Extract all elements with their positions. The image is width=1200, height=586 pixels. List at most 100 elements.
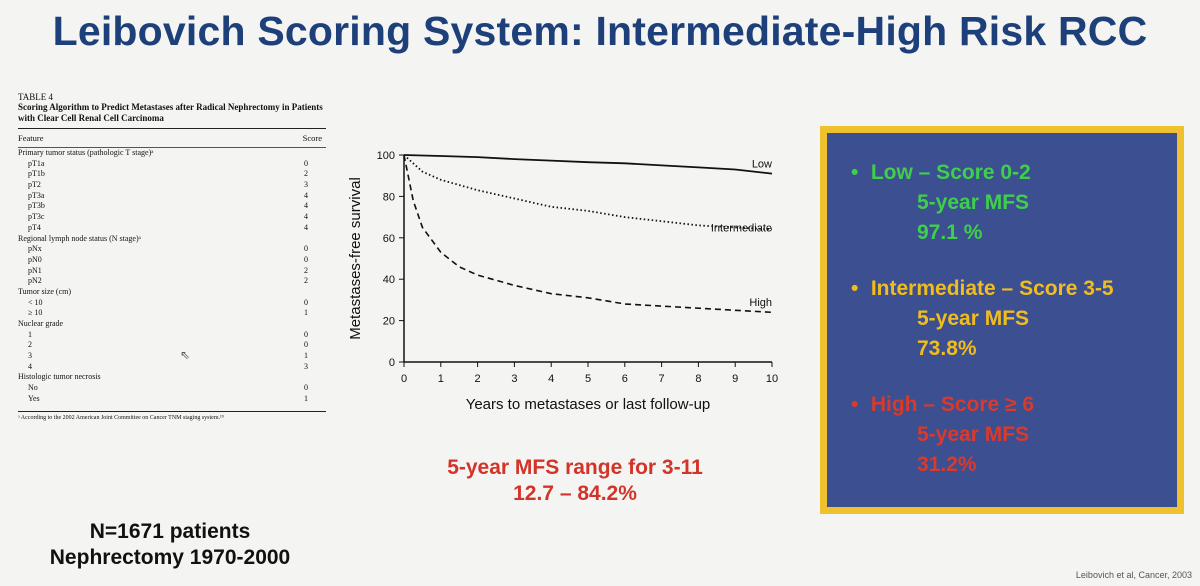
table-header-rule [18, 147, 326, 148]
table-cell-score: 4 [304, 212, 308, 222]
y-tick-label: 40 [383, 274, 395, 286]
table-cell-feature: No [28, 383, 38, 393]
table-row: pT1a 0 [18, 159, 326, 170]
low-risk-label: • Low – Score 0-2 [851, 161, 1031, 184]
table-top-rule [18, 128, 326, 129]
x-tick-label: 7 [659, 373, 665, 385]
x-tick-label: 0 [401, 373, 407, 385]
table-cell-feature: pT3b [28, 201, 45, 211]
table-cell-score: 0 [304, 158, 308, 168]
y-tick-label: 100 [377, 150, 395, 162]
low-mfs-label: 5-year MFS [917, 191, 1030, 214]
y-tick-label: 60 [383, 233, 395, 245]
high-mfs-label: 5-year MFS [917, 423, 1030, 446]
table-row: pN1 2 [18, 266, 326, 277]
table-cell-feature: Tumor size (cm) [18, 286, 72, 296]
table-cell-feature: 2 [28, 340, 32, 350]
table-cell-feature: < 10 [28, 297, 43, 307]
x-tick-label: 1 [438, 373, 444, 385]
table-cell-score: 0 [304, 383, 308, 393]
risk-summary-box: • Low – Score 0-2 5-year MFS 97.1 % • In… [820, 126, 1184, 514]
table-cell-feature: pT3c [28, 212, 45, 222]
table-cell-score: 1 [304, 393, 308, 403]
high-mfs-value: 31.2% [917, 453, 977, 476]
table-cell-score: 4 [304, 201, 308, 211]
table-row: < 10 0 [18, 298, 326, 309]
table-row: Yes 1 [18, 394, 326, 405]
table-row: pN0 0 [18, 255, 326, 266]
intermediate-mfs-value: 73.8% [917, 337, 977, 360]
series-line-intermediate [403, 154, 773, 231]
x-tick-label: 4 [548, 373, 554, 385]
table-cell-feature: pN1 [28, 265, 42, 275]
x-tick-label: 5 [585, 373, 591, 385]
table-cell-score: 1 [304, 308, 308, 318]
table-cell-feature: Nuclear grade [18, 319, 64, 328]
series-label-intermediate: Intermediate [711, 223, 772, 235]
table-footnote: ᵃ According to the 2002 American Joint C… [18, 414, 224, 421]
table-cell-feature: pT4 [28, 222, 41, 232]
table-cell-feature: pN0 [28, 254, 42, 264]
table-caption: Scoring Algorithm to Predict Metastases … [18, 102, 323, 123]
table-cell-feature: 1 [28, 329, 32, 339]
table-cell-score: 0 [304, 244, 308, 254]
table-cell-score: 0 [304, 254, 308, 264]
table-row: pT2 3 [18, 180, 326, 191]
table-row: pT1b 2 [18, 169, 326, 180]
table-row: Histologic tumor necrosis [18, 372, 326, 383]
table-cell-feature: Yes [28, 393, 40, 403]
x-tick-label: 6 [622, 373, 628, 385]
table-cell-score: 2 [304, 265, 308, 275]
table-row: pT3b 4 [18, 201, 326, 212]
y-axis-label: Metastases-free survival [347, 177, 364, 340]
table-bottom-rule [18, 410, 326, 412]
series-label-high: High [749, 297, 772, 309]
y-tick-label: 20 [383, 316, 395, 328]
table-row: pT3a 4 [18, 191, 326, 202]
table-cell-feature: pT1a [28, 158, 45, 168]
series-label-low: Low [752, 158, 772, 170]
table-cell-score: 0 [304, 340, 308, 350]
table-cell-feature: Primary tumor status (pathologic T stage… [18, 148, 154, 157]
table-cell-feature: Regional lymph node status (N stage)ᵃ [18, 233, 141, 243]
table-cell-score: 3 [304, 180, 308, 190]
table-header: Feature Score [18, 129, 326, 143]
y-tick-label: 80 [383, 191, 395, 203]
table-cell-score: 0 [304, 329, 308, 339]
patients-count: N=1671 patients [89, 520, 251, 543]
table-row: pT4 4 [18, 223, 326, 234]
table-label: TABLE 4 [18, 92, 54, 102]
col-score: Score [302, 133, 322, 143]
table-cell-feature: pN2 [28, 276, 42, 286]
table-row: Regional lymph node status (N stage)ᵃ [18, 234, 326, 245]
intermediate-mfs-label: 5-year MFS [917, 307, 1030, 330]
mouse-cursor-icon: ⇖ [180, 348, 191, 362]
table-row: Tumor size (cm) [18, 287, 326, 298]
range-line-1: 5-year MFS range for 3-11 [447, 456, 703, 479]
table-cell-score: 3 [304, 361, 308, 371]
table-row: No 0 [18, 383, 326, 394]
x-tick-label: 2 [475, 373, 481, 385]
series-line-high [403, 154, 773, 314]
slide-title: Leibovich Scoring System: Intermediate-H… [52, 8, 1148, 54]
table-cell-feature: 4 [28, 361, 32, 371]
table-row: Primary tumor status (pathologic T stage… [18, 148, 326, 159]
x-tick-label: 3 [511, 373, 517, 385]
x-tick-label: 8 [695, 373, 701, 385]
x-tick-label: 10 [766, 373, 778, 385]
table-row: ≥ 10 1 [18, 308, 326, 319]
y-tick-label: 0 [389, 357, 395, 369]
table-cell-feature: 3 [28, 351, 32, 361]
scoring-table: TABLE 4 Scoring Algorithm to Predict Met… [18, 92, 326, 421]
nephrectomy-years: Nephrectomy 1970-2000 [49, 546, 291, 569]
table-cell-feature: ≥ 10 [28, 308, 43, 318]
x-tick-label: 9 [732, 373, 738, 385]
table-row: pN2 2 [18, 276, 326, 287]
intermediate-risk-label: • Intermediate – Score 3-5 [851, 277, 1114, 300]
citation: Leibovich et al, Cancer, 2003 [1075, 570, 1192, 580]
